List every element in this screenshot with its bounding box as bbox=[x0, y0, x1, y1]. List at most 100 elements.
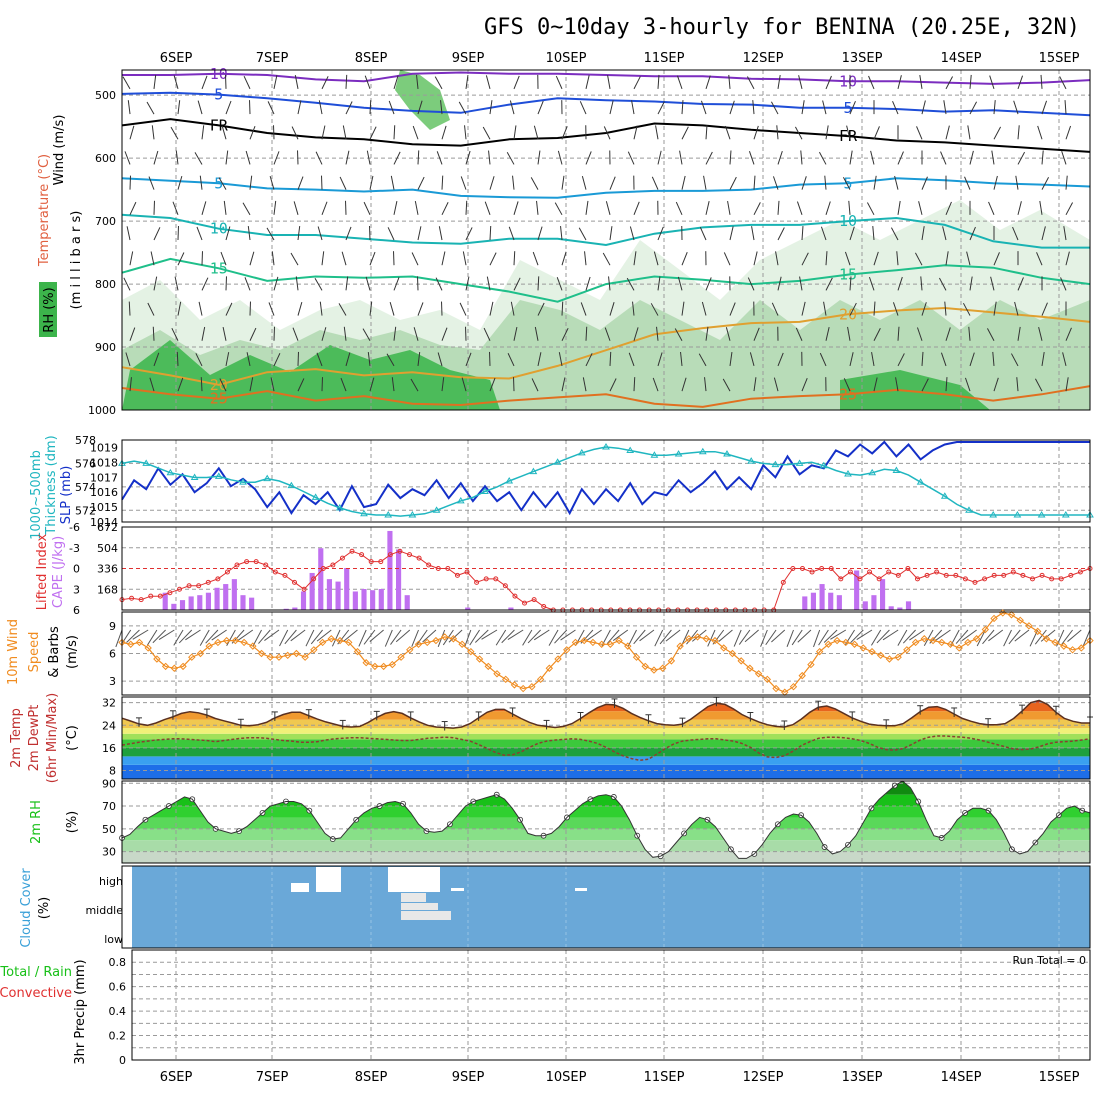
wind-barb bbox=[417, 100, 423, 115]
cape-tick-label: 336 bbox=[97, 563, 118, 576]
thickness-tick-label: 574 bbox=[75, 481, 96, 494]
wind-barb bbox=[364, 75, 371, 90]
wind-barb bbox=[318, 100, 323, 115]
temp2m-label-2: 2m DewPt bbox=[27, 705, 42, 772]
wind-barb bbox=[849, 352, 854, 367]
cape-tick-label: 168 bbox=[97, 583, 118, 596]
wind-barb bbox=[991, 150, 995, 165]
temp2m-color-band bbox=[122, 733, 1090, 740]
lifted-index-point bbox=[780, 579, 786, 585]
wind10-barb bbox=[882, 629, 899, 641]
cape-tick-label: 504 bbox=[97, 542, 118, 555]
cloud-panel: high middle low Cloud Cover (%) bbox=[19, 865, 1091, 949]
wind-barb bbox=[557, 150, 563, 165]
wind-barb bbox=[871, 352, 875, 367]
upper-air-tick-label: 500 bbox=[95, 89, 116, 102]
wind-barb bbox=[561, 251, 567, 266]
wind10-barb bbox=[533, 629, 550, 641]
wind-barb bbox=[249, 377, 254, 392]
wind-barb bbox=[945, 125, 950, 140]
cloud-gap bbox=[401, 911, 451, 920]
lifted-index-point bbox=[464, 569, 470, 575]
wind-barb bbox=[823, 301, 827, 316]
wind-barb bbox=[585, 151, 592, 165]
cloud-tick-high: high bbox=[99, 875, 123, 888]
wind-barb bbox=[199, 175, 203, 190]
wind-barb bbox=[340, 377, 347, 392]
rh2m-path bbox=[121, 780, 1091, 859]
wind10-point bbox=[693, 633, 702, 641]
wind-barb bbox=[485, 75, 491, 90]
wind-barb bbox=[416, 74, 419, 89]
wind10-y-axis: 3 6 9 bbox=[109, 620, 116, 688]
wind-barb bbox=[537, 226, 543, 241]
wind-barb bbox=[440, 100, 443, 115]
slp-tick-label: 1016 bbox=[90, 486, 118, 499]
wind10-point bbox=[580, 636, 588, 645]
wind-barb bbox=[609, 226, 613, 241]
wind-barb bbox=[729, 226, 734, 241]
date-tick-bottom: 14SEP bbox=[941, 1070, 982, 1085]
wind10-point bbox=[920, 635, 929, 643]
wind-barb bbox=[153, 150, 159, 165]
temperature-contour-line bbox=[121, 385, 1091, 408]
temp2m-y-axis: 8 16 24 32 bbox=[102, 697, 116, 778]
temperature-contour-line bbox=[121, 213, 1090, 249]
wind-barb bbox=[249, 327, 257, 341]
wind-barb bbox=[1064, 100, 1067, 115]
wind-barb bbox=[461, 377, 467, 392]
temperature-contour-label: 15 bbox=[210, 259, 228, 277]
wind-barb bbox=[752, 100, 755, 115]
wind-barb bbox=[969, 226, 976, 241]
thickness-marker bbox=[263, 474, 272, 482]
wind-barb bbox=[700, 100, 707, 115]
wind-barb bbox=[197, 100, 203, 115]
wind-barb bbox=[698, 353, 707, 367]
cloud-plot-area bbox=[132, 866, 1090, 948]
lifted-index-point bbox=[1010, 569, 1016, 575]
wind-barb bbox=[173, 75, 179, 90]
wind10-point bbox=[615, 636, 623, 645]
wind-barb bbox=[916, 327, 923, 341]
wind-barb bbox=[147, 302, 155, 316]
wind-barb bbox=[674, 328, 683, 341]
wind-barb bbox=[198, 301, 203, 316]
wind10-point bbox=[536, 675, 545, 684]
wind10-barb bbox=[876, 629, 890, 644]
wind10-barb bbox=[363, 629, 376, 645]
upper-wind-barbs bbox=[122, 74, 1074, 392]
wind-barb bbox=[129, 125, 135, 140]
wind-barb bbox=[201, 201, 207, 215]
temp2m-unit: (°C) bbox=[65, 725, 80, 751]
cape-bar bbox=[162, 592, 168, 610]
wind-barb bbox=[1013, 100, 1019, 115]
rh2m-color-band bbox=[122, 794, 1090, 807]
wind-barb bbox=[897, 151, 904, 165]
wind-barb bbox=[1039, 200, 1043, 215]
wind-barb bbox=[894, 175, 899, 190]
wind10-barb bbox=[765, 629, 777, 646]
wind10-barb bbox=[211, 629, 227, 641]
rh2m-tick-label: 30 bbox=[102, 846, 116, 859]
wind-barb bbox=[560, 226, 563, 241]
wind-barb bbox=[170, 126, 179, 140]
wind-barb bbox=[969, 276, 973, 291]
wind-barb bbox=[868, 75, 875, 90]
lifted-index-point bbox=[397, 548, 403, 554]
wind-barb bbox=[701, 301, 707, 316]
wind-barb bbox=[657, 150, 662, 165]
wind-barb bbox=[825, 251, 828, 266]
wind-barb bbox=[314, 277, 323, 291]
wind-barb bbox=[801, 225, 804, 241]
wind10-label-1: 10m Wind bbox=[6, 619, 21, 685]
wind10-barb bbox=[1082, 629, 1091, 647]
cloud-grid bbox=[175, 866, 1060, 948]
wind-barb bbox=[417, 302, 424, 316]
wind-barb bbox=[177, 176, 183, 190]
wind-barb bbox=[174, 276, 179, 291]
wind-barb bbox=[819, 352, 827, 367]
wind-barb bbox=[488, 150, 491, 165]
wind-barb bbox=[369, 126, 377, 140]
wind10-barb bbox=[358, 629, 367, 647]
wind-barb bbox=[822, 100, 827, 115]
